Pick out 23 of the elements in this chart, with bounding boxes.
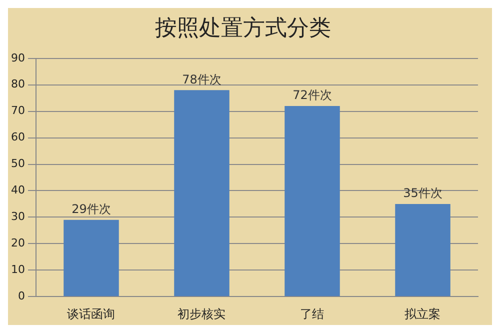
bar [174, 90, 230, 296]
x-tick-label: 谈话函询 [67, 306, 116, 321]
y-tick-label: 0 [18, 289, 25, 302]
y-tick-label: 20 [10, 236, 25, 250]
bar [284, 106, 340, 296]
x-tick-label: 拟立案 [404, 306, 441, 321]
y-tick-label: 30 [10, 210, 25, 224]
y-tick-label: 10 [10, 262, 25, 276]
y-tick-label: 60 [10, 130, 25, 144]
data-label: 35件次 [403, 186, 442, 200]
y-tick-label: 40 [10, 184, 25, 197]
y-tick-label: 50 [10, 157, 25, 170]
data-label: 78件次 [182, 72, 222, 86]
x-tick-label: 了结 [300, 306, 324, 321]
y-tick-label: 80 [10, 78, 25, 91]
y-tick-label: 70 [10, 104, 25, 118]
data-label: 72件次 [292, 88, 332, 102]
bar [64, 220, 119, 296]
data-label: 29件次 [72, 202, 111, 216]
bar [395, 204, 450, 296]
chart-title: 按照处置方式分类 [155, 16, 331, 41]
x-tick-label: 初步核实 [178, 306, 226, 321]
y-tick-label: 90 [10, 51, 25, 64]
